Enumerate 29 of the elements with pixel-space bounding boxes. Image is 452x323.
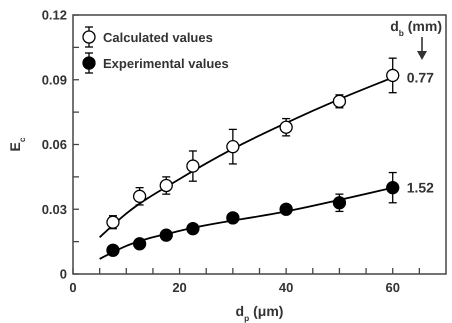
y-tick-label: 0.09 bbox=[42, 72, 67, 88]
y-tick-label: 0.06 bbox=[42, 137, 67, 152]
x-tick-label: 40 bbox=[278, 280, 294, 295]
point bbox=[132, 237, 146, 250]
x-tick-label: 20 bbox=[172, 280, 187, 295]
point bbox=[386, 181, 400, 194]
point bbox=[132, 190, 146, 203]
y-tick-label: 0.03 bbox=[42, 202, 67, 217]
point bbox=[160, 178, 173, 192]
point bbox=[332, 196, 346, 210]
point bbox=[279, 202, 293, 216]
x-tick-label: 60 bbox=[385, 280, 400, 295]
annotation: 1.52 bbox=[406, 180, 434, 196]
point bbox=[186, 222, 200, 236]
y-tick-label: 0 bbox=[60, 266, 67, 282]
y-tick-label: 0.12 bbox=[42, 8, 67, 22]
point bbox=[226, 140, 240, 154]
point bbox=[279, 120, 293, 134]
annotation: d$_{b}$ (mm) bbox=[390, 18, 442, 38]
x-tick-label: 0 bbox=[69, 280, 77, 295]
point bbox=[106, 244, 120, 257]
point bbox=[186, 159, 200, 173]
point bbox=[386, 68, 400, 82]
x-axis-title: d$_{p}$ (μm) bbox=[236, 303, 284, 323]
point bbox=[160, 228, 173, 242]
point bbox=[226, 211, 240, 225]
legend-label: Experimental values bbox=[103, 56, 229, 71]
legend-label: Calculated values bbox=[103, 30, 213, 45]
annotation: 0.77 bbox=[406, 70, 434, 86]
